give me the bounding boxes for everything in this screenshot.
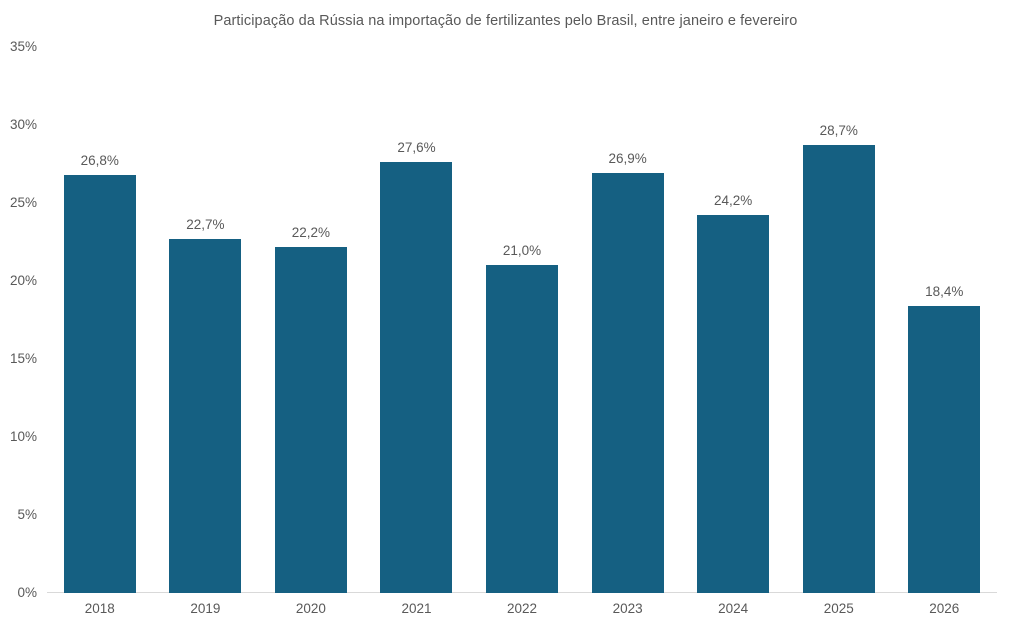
y-axis-tick-label: 25% [9, 195, 37, 210]
bar-group: 22,7% 2019 [153, 47, 259, 616]
bar-group: 26,9% 2023 [575, 47, 681, 616]
x-axis-tick-label: 2018 [84, 601, 115, 616]
bar-value-label: 18,4% [925, 283, 964, 299]
y-axis-tick-label: 35% [9, 39, 37, 54]
bar-value-label: 27,6% [397, 140, 436, 156]
bar-group: 18,4% 2026 [892, 47, 998, 616]
bar-value-label: 22,2% [291, 224, 331, 240]
x-axis-tick-label: 2019 [190, 601, 221, 616]
bar [380, 162, 453, 593]
chart-title: Participação da Rússia na importação de … [213, 13, 798, 29]
x-axis-tick-label: 2024 [718, 601, 749, 616]
x-axis-tick-label: 2021 [401, 601, 432, 616]
x-axis-tick-label: 2022 [507, 601, 538, 616]
bar-value-label: 22,7% [186, 216, 225, 232]
bar [63, 174, 136, 593]
bar [486, 265, 559, 593]
bar [908, 305, 981, 593]
bar-group: 21,0% 2022 [469, 47, 575, 616]
x-axis-tick-label: 2025 [823, 601, 854, 616]
y-axis-tick-label: 30% [9, 117, 37, 132]
bar-group: 26,8% 2018 [47, 47, 153, 616]
y-axis-tick-label: 20% [9, 273, 37, 288]
bar [697, 215, 770, 593]
bar-value-label: 21,0% [502, 243, 542, 259]
bar [169, 238, 242, 593]
x-axis-tick-label: 2020 [295, 601, 326, 616]
x-axis-tick-label: 2023 [612, 601, 643, 616]
bar [802, 145, 875, 593]
bar-value-label: 26,8% [80, 152, 119, 168]
bar [274, 246, 347, 593]
bar-value-label: 28,7% [819, 123, 858, 139]
y-axis-tick-label: 5% [17, 507, 37, 522]
bar-group: 28,7% 2025 [786, 47, 892, 616]
bar-group: 22,2% 2020 [258, 47, 364, 616]
bar-group: 24,2% 2024 [680, 47, 786, 616]
bar-group: 27,6% 2021 [364, 47, 470, 616]
bar-value-label: 24,2% [714, 193, 753, 209]
y-axis-tick-label: 10% [9, 429, 37, 444]
plot-area: 26,8% 2018 22,7% 2019 22,2% 2020 27,6% 2021 21,0… [47, 47, 998, 616]
y-axis: 0% 5% 10% 15% 20% 25% 30% 35% [0, 0, 37, 629]
bar-value-label: 26,9% [608, 151, 647, 167]
x-axis-tick-label: 2026 [929, 601, 960, 616]
y-axis-tick-label: 0% [17, 585, 37, 600]
bar [591, 173, 664, 593]
y-axis-tick-label: 15% [9, 351, 37, 366]
